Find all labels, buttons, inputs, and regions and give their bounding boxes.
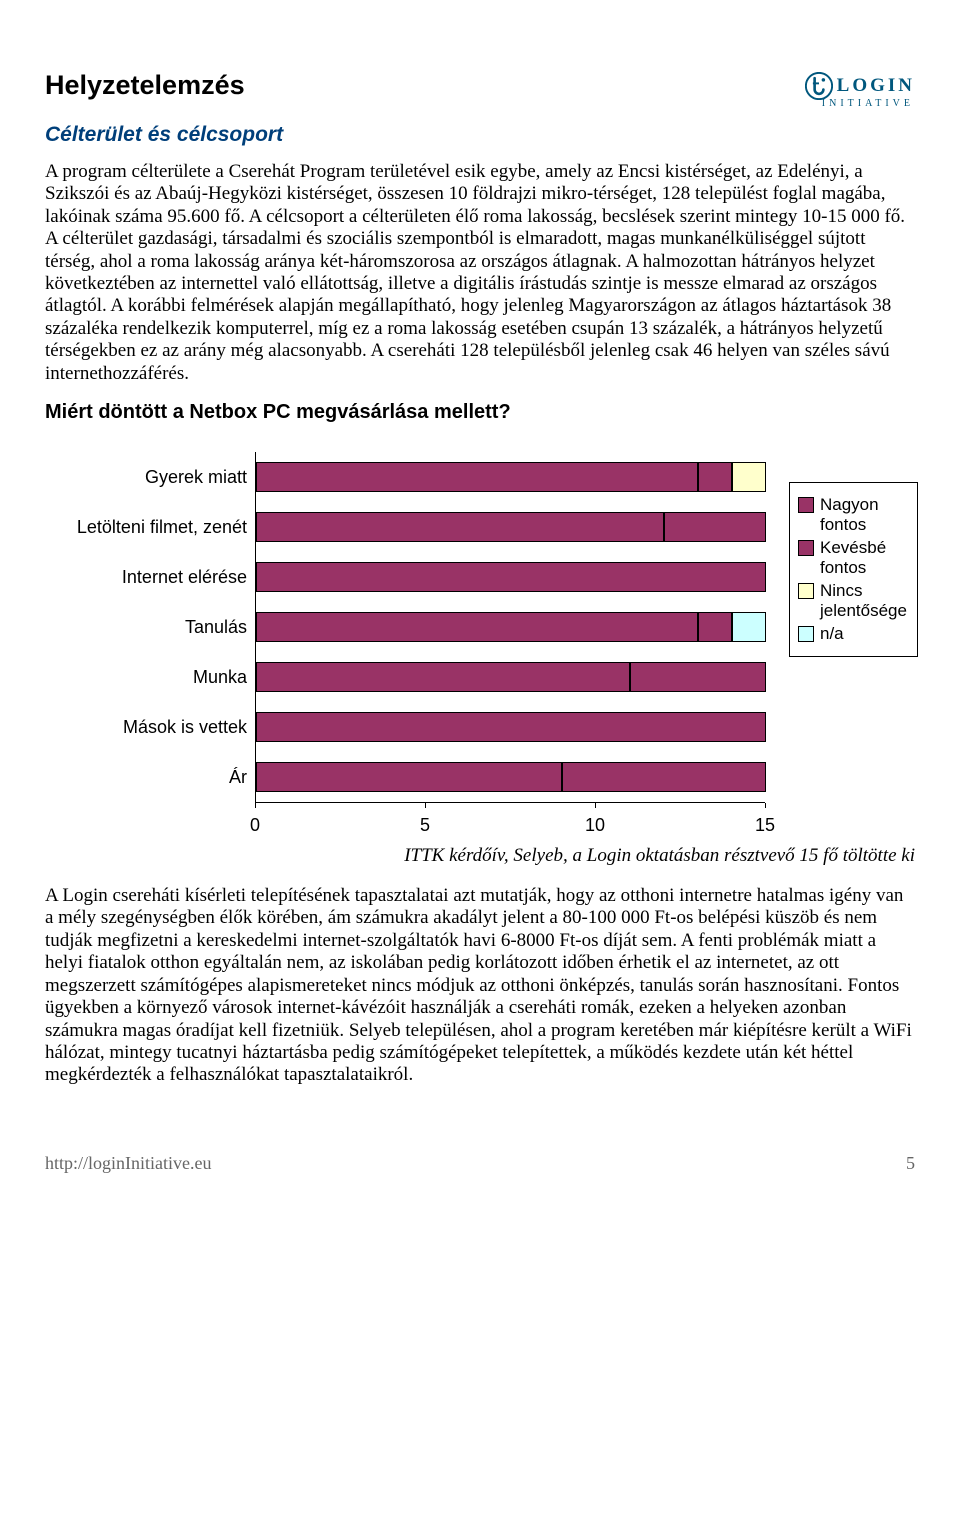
chart-bar-segment [698,462,732,492]
legend-swatch-icon [798,626,814,642]
chart-y-label: Munka [55,652,255,702]
chart-x-labels: 051015 [255,815,765,839]
chart-bar-segment [256,562,766,592]
chart-bar-segment [256,662,630,692]
chart: Gyerek miattLetölteni filmet, zenétInter… [55,452,915,839]
chart-y-label: Letölteni filmet, zenét [55,502,255,552]
legend-label: Nincs jelentősége [820,581,907,620]
chart-bar [256,662,766,692]
chart-bar [256,762,766,792]
legend-label: Nagyon fontos [820,495,907,534]
chart-ticks [255,803,765,813]
chart-bar-segment [256,612,698,642]
chart-bar-segment [256,512,664,542]
chart-y-label: Tanulás [55,602,255,652]
intro-paragraph: A program célterülete a Cserehát Program… [45,161,915,385]
page-title: Helyzetelemzés [45,70,915,101]
chart-bar-segment [562,762,766,792]
chart-bar [256,512,766,542]
section-subtitle: Célterület és célcsoport [45,123,915,147]
chart-caption: ITTK kérdőív, Selyeb, a Login oktatásban… [45,845,915,867]
legend-swatch-icon [798,497,814,513]
chart-bar-segment [256,762,562,792]
legend-label: Kevésbé fontos [820,538,907,577]
chart-bar-segment [732,462,766,492]
chart-x-label: 15 [755,815,775,836]
logo: LOGIN INITIATIVE [805,72,915,109]
chart-x-label: 0 [250,815,260,836]
footer-page-number: 5 [906,1153,915,1174]
legend-item: Nagyon fontos [798,495,907,534]
chart-bar-segment [698,612,732,642]
chart-legend: Nagyon fontos Kevésbé fontos Nincs jelentő… [789,482,918,657]
chart-bar [256,562,766,592]
page-footer: http://loginInitiative.eu 5 [45,1153,915,1174]
footer-url: http://loginInitiative.eu [45,1153,211,1174]
chart-bar-segment [732,612,766,642]
chart-bar-segment [256,462,698,492]
legend-label: n/a [820,624,844,644]
logo-text: LOGIN [837,75,915,97]
legend-item: Nincs jelentősége [798,581,907,620]
chart-x-label: 10 [585,815,605,836]
chart-x-label: 5 [420,815,430,836]
legend-item: Kevésbé fontos [798,538,907,577]
chart-bar [256,712,766,742]
chart-y-label: Mások is vettek [55,702,255,752]
chart-bar-segment [256,712,766,742]
legend-item: n/a [798,624,907,644]
chart-y-label: Ár [55,752,255,802]
chart-bar [256,612,766,642]
chart-bar [256,462,766,492]
chart-bar-segment [630,662,766,692]
chart-bars [255,452,765,803]
chart-y-label: Gyerek miatt [55,452,255,502]
legend-swatch-icon [798,583,814,599]
legend-swatch-icon [798,540,814,556]
body-paragraph-2: A Login csereháti kísérleti telepítéséne… [45,885,915,1087]
logo-subtext: INITIATIVE [805,98,914,109]
chart-y-labels: Gyerek miattLetölteni filmet, zenétInter… [55,452,255,802]
chart-y-label: Internet elérése [55,552,255,602]
chart-plot-area: 051015 [255,452,765,839]
chart-bar-segment [664,512,766,542]
logo-icon [805,72,833,100]
chart-title: Miért döntött a Netbox PC megvásárlása m… [45,401,915,424]
